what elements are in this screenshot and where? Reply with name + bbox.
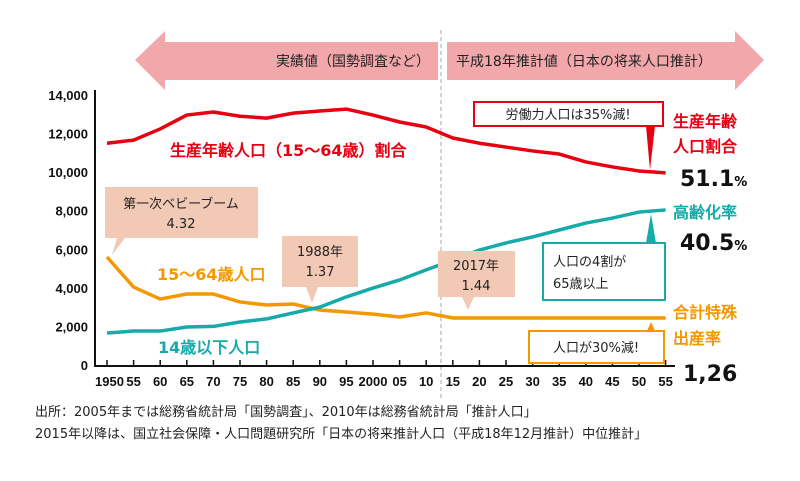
source-line-2: 2015年以降は、国立社会保障・人口問題研究所「日本の将来推計人口（平成18年1… xyxy=(35,426,647,442)
svg-text:労働力人口は35%減!: 労働力人口は35%減! xyxy=(505,107,630,123)
svg-text:1.44: 1.44 xyxy=(462,279,491,294)
y-tick-label: 10,000 xyxy=(48,165,88,180)
series-label-under14: 14歳以下人口 xyxy=(158,338,260,357)
svg-text:4.32: 4.32 xyxy=(167,217,196,232)
x-tick-label: 05 xyxy=(392,374,406,389)
future-label: 平成18年推計値（日本の将来人口推計） xyxy=(456,54,712,70)
x-tick-label: 60 xyxy=(153,374,167,389)
x-tick-label: 85 xyxy=(286,374,300,389)
x-tick-label: 30 xyxy=(525,374,539,389)
past-arrow xyxy=(135,31,438,90)
x-tick-label: 50 xyxy=(632,374,646,389)
x-tick-label: 25 xyxy=(499,374,513,389)
series-line-2 xyxy=(106,208,666,335)
x-tick-label: 45 xyxy=(605,374,619,389)
svg-text:1.37: 1.37 xyxy=(306,265,335,280)
callout-baby-boom: 第一次ベビーブーム 4.32 xyxy=(105,187,258,255)
series-lines xyxy=(105,107,666,335)
x-tick-label: 80 xyxy=(259,374,273,389)
x-tick-label: 10 xyxy=(419,374,433,389)
y-tick-label: 2,000 xyxy=(55,319,88,334)
y-tick-label: 8,000 xyxy=(55,204,88,219)
svg-text:51.1%: 51.1% xyxy=(680,167,747,192)
axes: 0 2,000 4,000 6,000 8,000 10,000 12,000 14,000 1… xyxy=(48,88,675,389)
right-label-working: 生産年齢 人口割合 51.1% xyxy=(673,112,747,192)
x-tick-label: 55 xyxy=(658,374,672,389)
callout-1988: 1988年 1.37 xyxy=(282,236,358,303)
svg-text:65歳以上: 65歳以上 xyxy=(553,277,609,292)
x-tick-label: 20 xyxy=(472,374,486,389)
x-tick-label: 55 xyxy=(126,374,140,389)
x-tick-label: 75 xyxy=(233,374,247,389)
source-line-1: 出所：2005年までは総務省統計局「国勢調査」、2010年は総務省統計局「推計人… xyxy=(35,404,537,420)
y-tick-label: 6,000 xyxy=(55,242,88,257)
series-label-working: 生産年齢人口（15〜64歳）割合 xyxy=(170,141,408,160)
y-tick-label: 4,000 xyxy=(55,281,88,296)
svg-text:40.5%: 40.5% xyxy=(680,231,747,256)
svg-text:合計特殊: 合計特殊 xyxy=(673,303,738,322)
svg-text:人口割合: 人口割合 xyxy=(673,137,738,156)
callout-labor: 労働力人口は35%減! xyxy=(473,101,664,170)
x-tick-label: 65 xyxy=(180,374,194,389)
x-tick-label: 95 xyxy=(339,374,353,389)
x-tick-label: 40 xyxy=(579,374,593,389)
callout-population: 人口が30%減! xyxy=(528,322,665,364)
future-arrow xyxy=(447,31,764,90)
y-tick-label: 12,000 xyxy=(48,127,88,142)
y-tick-label: 14,000 xyxy=(48,88,88,103)
callout-elderly: 人口の4割が 65歳以上 xyxy=(542,214,666,301)
x-tick-label: 15 xyxy=(446,374,460,389)
svg-text:2017年: 2017年 xyxy=(453,259,499,274)
svg-text:1988年: 1988年 xyxy=(297,245,343,260)
past-label: 実績値（国勢調査など） xyxy=(276,54,430,70)
svg-text:生産年齢: 生産年齢 xyxy=(673,112,738,131)
svg-text:1,26: 1,26 xyxy=(683,362,737,387)
series-line-1 xyxy=(105,255,666,320)
x-tick-label: 70 xyxy=(206,374,220,389)
right-label-fertility: 合計特殊 出産率 1,26 xyxy=(673,303,738,387)
callout-2017: 2017年 1.44 xyxy=(438,251,515,310)
right-label-aging: 高齢化率 40.5% xyxy=(673,203,747,256)
svg-text:第一次ベビーブーム: 第一次ベビーブーム xyxy=(123,196,239,212)
series-line-0 xyxy=(106,107,666,175)
x-tick-label: 2000 xyxy=(359,374,388,389)
x-tick-label: 35 xyxy=(552,374,566,389)
series-label-1564: 15〜64歳人口 xyxy=(157,265,266,284)
x-tick-label: 1950 xyxy=(95,374,124,389)
svg-text:出産率: 出産率 xyxy=(673,329,721,348)
y-tick-label: 0 xyxy=(81,358,88,373)
x-tick-label: 90 xyxy=(313,374,327,389)
header-arrows: 実績値（国勢調査など） 平成18年推計値（日本の将来人口推計） xyxy=(135,31,764,90)
svg-text:人口が30%減!: 人口が30%減! xyxy=(553,340,639,356)
svg-text:人口の4割が: 人口の4割が xyxy=(553,254,626,270)
svg-text:高齢化率: 高齢化率 xyxy=(673,203,737,222)
